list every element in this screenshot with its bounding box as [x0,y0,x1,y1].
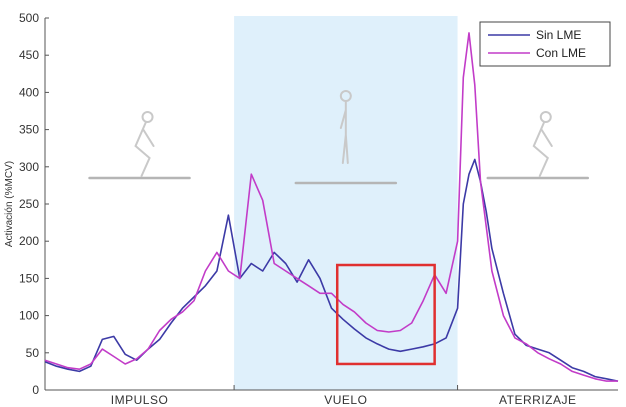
y-tick-label: 100 [19,309,39,323]
y-tick-label: 150 [19,271,39,285]
athlete-figure [294,90,398,185]
y-tick-label: 50 [26,346,40,360]
y-tick-label: 250 [19,197,39,211]
y-tick-label: 300 [19,160,39,174]
legend: Sin LME Con LME [479,21,611,67]
athlete-figures [88,90,590,185]
phase-label: VUELO [324,393,367,407]
athlete-figure [88,111,191,180]
legend-label-sin-lme: Sin LME [536,28,581,42]
series-lines [44,32,619,382]
athlete-figure [486,111,590,180]
y-tick-label: 500 [19,11,39,25]
y-tick-label: 400 [19,85,39,99]
series-line-con-lme [44,32,618,382]
highlight-box [335,263,436,366]
y-tick-label: 450 [19,48,39,62]
y-tick-label: 0 [32,383,39,397]
legend-box [479,21,611,67]
y-axis-label: Activación (%MCV) [4,161,15,247]
phase-label: IMPULSO [111,393,169,407]
y-tick-label: 350 [19,123,39,137]
y-tick-label: 200 [19,234,39,248]
axes: 0 50 100 150 200 250 300 350 400 450 500 IMPULSO VUE… [19,11,618,407]
legend-label-con-lme: Con LME [536,46,586,60]
vuelo-phase-band [234,16,458,390]
phase-label: ATERRIZAJE [499,393,576,407]
